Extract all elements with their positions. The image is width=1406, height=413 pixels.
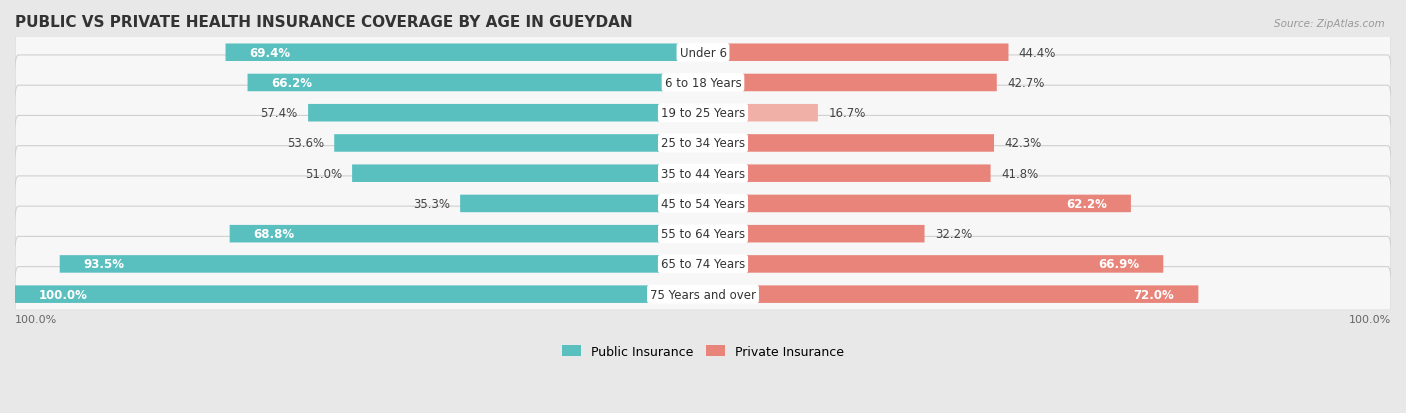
Text: 32.2%: 32.2%	[935, 228, 972, 241]
FancyBboxPatch shape	[703, 286, 1198, 303]
Text: PUBLIC VS PRIVATE HEALTH INSURANCE COVERAGE BY AGE IN GUEYDAN: PUBLIC VS PRIVATE HEALTH INSURANCE COVER…	[15, 15, 633, 30]
FancyBboxPatch shape	[15, 237, 1391, 292]
FancyBboxPatch shape	[352, 165, 703, 183]
Text: 57.4%: 57.4%	[260, 107, 298, 120]
FancyBboxPatch shape	[703, 44, 1008, 62]
Text: 25 to 34 Years: 25 to 34 Years	[661, 137, 745, 150]
Text: 35 to 44 Years: 35 to 44 Years	[661, 167, 745, 180]
FancyBboxPatch shape	[703, 74, 997, 92]
Text: 68.8%: 68.8%	[253, 228, 295, 241]
Text: 6 to 18 Years: 6 to 18 Years	[665, 77, 741, 90]
FancyBboxPatch shape	[703, 195, 1130, 213]
FancyBboxPatch shape	[15, 267, 1391, 322]
FancyBboxPatch shape	[703, 104, 818, 122]
FancyBboxPatch shape	[15, 116, 1391, 171]
FancyBboxPatch shape	[225, 44, 703, 62]
Text: 44.4%: 44.4%	[1019, 47, 1056, 59]
Text: 42.7%: 42.7%	[1007, 77, 1045, 90]
FancyBboxPatch shape	[703, 225, 925, 243]
FancyBboxPatch shape	[15, 286, 703, 303]
Text: 35.3%: 35.3%	[413, 197, 450, 211]
FancyBboxPatch shape	[460, 195, 703, 213]
FancyBboxPatch shape	[15, 146, 1391, 201]
FancyBboxPatch shape	[15, 86, 1391, 141]
Text: Under 6: Under 6	[679, 47, 727, 59]
FancyBboxPatch shape	[247, 74, 703, 92]
Text: 65 to 74 Years: 65 to 74 Years	[661, 258, 745, 271]
Text: 45 to 54 Years: 45 to 54 Years	[661, 197, 745, 211]
FancyBboxPatch shape	[15, 206, 1391, 261]
Text: 100.0%: 100.0%	[15, 314, 58, 324]
Legend: Public Insurance, Private Insurance: Public Insurance, Private Insurance	[557, 340, 849, 363]
Text: 55 to 64 Years: 55 to 64 Years	[661, 228, 745, 241]
Text: 69.4%: 69.4%	[250, 47, 291, 59]
FancyBboxPatch shape	[308, 104, 703, 122]
Text: 72.0%: 72.0%	[1133, 288, 1174, 301]
Text: 41.8%: 41.8%	[1001, 167, 1038, 180]
FancyBboxPatch shape	[15, 56, 1391, 111]
Text: 66.2%: 66.2%	[271, 77, 312, 90]
Text: Source: ZipAtlas.com: Source: ZipAtlas.com	[1274, 19, 1385, 28]
Text: 16.7%: 16.7%	[828, 107, 866, 120]
Text: 100.0%: 100.0%	[1348, 314, 1391, 324]
Text: 100.0%: 100.0%	[39, 288, 89, 301]
Text: 42.3%: 42.3%	[1004, 137, 1042, 150]
Text: 75 Years and over: 75 Years and over	[650, 288, 756, 301]
FancyBboxPatch shape	[15, 26, 1391, 81]
FancyBboxPatch shape	[15, 176, 1391, 231]
FancyBboxPatch shape	[703, 135, 994, 152]
FancyBboxPatch shape	[703, 256, 1163, 273]
Text: 19 to 25 Years: 19 to 25 Years	[661, 107, 745, 120]
FancyBboxPatch shape	[229, 225, 703, 243]
Text: 93.5%: 93.5%	[84, 258, 125, 271]
Text: 66.9%: 66.9%	[1098, 258, 1139, 271]
Text: 62.2%: 62.2%	[1066, 197, 1107, 211]
Text: 51.0%: 51.0%	[305, 167, 342, 180]
FancyBboxPatch shape	[59, 256, 703, 273]
FancyBboxPatch shape	[335, 135, 703, 152]
FancyBboxPatch shape	[703, 165, 991, 183]
Text: 53.6%: 53.6%	[287, 137, 323, 150]
